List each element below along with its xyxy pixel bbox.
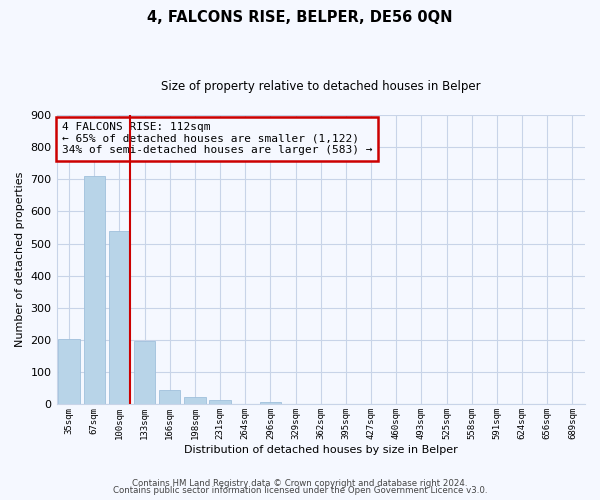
Y-axis label: Number of detached properties: Number of detached properties [15, 172, 25, 348]
Text: 4 FALCONS RISE: 112sqm
← 65% of detached houses are smaller (1,122)
34% of semi-: 4 FALCONS RISE: 112sqm ← 65% of detached… [62, 122, 373, 156]
Text: Contains public sector information licensed under the Open Government Licence v3: Contains public sector information licen… [113, 486, 487, 495]
Bar [83, 176, 105, 404]
Bar [209, 400, 231, 404]
Bar [134, 342, 155, 404]
Bar [184, 398, 206, 404]
Text: 4, FALCONS RISE, BELPER, DE56 0QN: 4, FALCONS RISE, BELPER, DE56 0QN [147, 10, 453, 25]
Title: Size of property relative to detached houses in Belper: Size of property relative to detached ho… [161, 80, 481, 93]
X-axis label: Distribution of detached houses by size in Belper: Distribution of detached houses by size … [184, 445, 458, 455]
Bar [58, 339, 80, 404]
Bar [159, 390, 181, 404]
Text: Contains HM Land Registry data © Crown copyright and database right 2024.: Contains HM Land Registry data © Crown c… [132, 478, 468, 488]
Bar [109, 231, 130, 404]
Bar [260, 402, 281, 404]
